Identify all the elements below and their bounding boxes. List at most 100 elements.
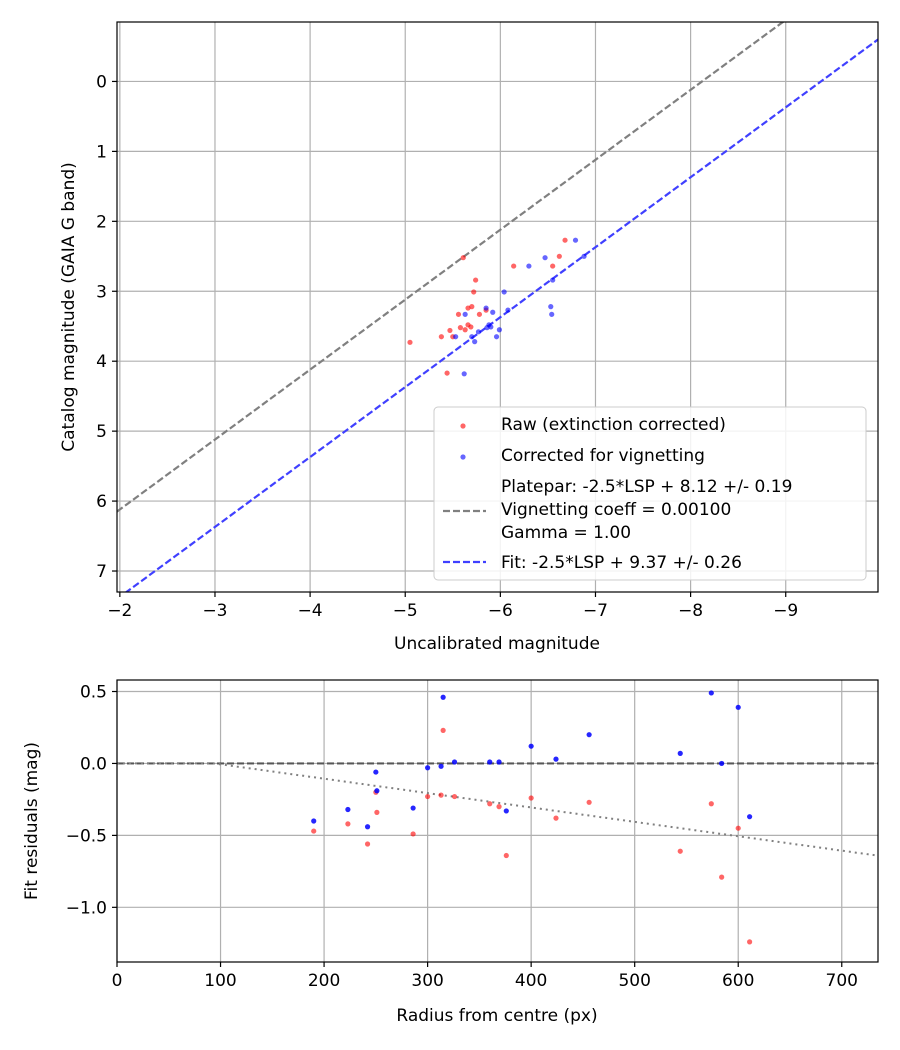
calibration-fit-line-0 [117, 22, 785, 513]
residuals-point-raw [311, 828, 317, 834]
residuals-point-raw [374, 809, 380, 815]
residuals-plot: 0 100 200 300 400 500 600 700 0.5 0.0 −0.5 −1.0 Rad… [22, 679, 879, 1026]
calibration-y-tick-label: 0 [96, 72, 107, 92]
residuals-point-raw [451, 793, 458, 800]
calibration-x-tick-label: −2 [107, 601, 132, 621]
calibration-point-raw [407, 339, 413, 345]
calibration-x-tick-label: −4 [298, 601, 323, 621]
residuals-plot-frame [116, 679, 879, 963]
legend-platepar-label: Platepar: -2.5*LSP + 8.12 +/- 0.19 [501, 477, 792, 497]
calibration-point-corrected [505, 307, 511, 313]
residuals-point-corrected [719, 760, 725, 767]
calibration-point-raw [447, 327, 453, 334]
calibration-point-raw [511, 263, 517, 269]
residuals-point-corrected [496, 759, 502, 765]
calibration-point-corrected [493, 334, 500, 340]
residuals-point-corrected [735, 704, 741, 710]
residuals-point-corrected [425, 765, 431, 771]
residuals-point-raw [496, 804, 502, 810]
calibration-point-corrected [462, 311, 468, 317]
calibration-point-corrected [469, 334, 475, 340]
calibration-point-corrected [488, 324, 494, 330]
legend-gamma-label: Gamma = 1.00 [501, 523, 631, 543]
residuals-point-corrected [487, 759, 493, 765]
residuals-point-corrected [311, 818, 317, 824]
calibration-point-raw [468, 324, 474, 330]
calibration-point-corrected [542, 255, 548, 261]
calibration-point-corrected [549, 311, 555, 317]
residuals-y-tick-label: −1.0 [66, 898, 107, 918]
residuals-point-corrected [747, 814, 753, 820]
calibration-point-raw [455, 311, 462, 317]
legend-vignetting-label: Vignetting coeff = 0.00100 [501, 500, 731, 520]
calibration-x-tick-label: −6 [488, 601, 513, 621]
calibration-point-corrected [475, 329, 482, 335]
residuals-point-corrected [440, 694, 446, 700]
residuals-x-tick-label: 300 [411, 971, 443, 991]
residuals-y-tick-label: 0.0 [80, 754, 107, 774]
residuals-x-tick-label: 600 [722, 971, 754, 991]
residuals-point-raw [438, 792, 444, 798]
calibration-y-label: Catalog magnitude (GAIA G band) [59, 162, 79, 452]
residuals-point-raw [708, 801, 714, 807]
calibration-y-tick-label: 5 [96, 422, 107, 442]
calibration-y-tick-label: 4 [96, 352, 107, 372]
legend-box [433, 406, 867, 581]
residuals-x-tick-label: 700 [826, 971, 858, 991]
residuals-x-tick-label: 0 [112, 971, 123, 991]
legend-corrected-label: Corrected for vignetting [501, 446, 705, 466]
residuals-ticks: 0 100 200 300 400 500 600 700 0.5 0.0 −0.5 −1.0 [66, 683, 858, 991]
calibration-point-raw [462, 327, 468, 333]
residuals-point-corrected [677, 750, 683, 756]
residuals-point-raw [440, 727, 446, 733]
calibration-y-tick-label: 2 [96, 212, 107, 232]
residuals-y-tick-label: −0.5 [66, 826, 107, 846]
residuals-vignetting-curve [117, 762, 878, 857]
legend-fit-label: Fit: -2.5*LSP + 9.37 +/- 0.26 [501, 553, 742, 573]
residuals-point-corrected [345, 806, 351, 813]
calibration-point-raw [444, 370, 450, 376]
residuals-x-tick-label: 100 [204, 971, 236, 991]
calibration-point-corrected [472, 339, 478, 345]
residuals-point-raw [528, 795, 534, 801]
residuals-point-raw [503, 852, 509, 859]
residuals-point-raw [345, 821, 351, 827]
calibration-point-corrected [548, 304, 554, 310]
calibration-point-raw [556, 253, 562, 259]
calibration-plot-frame [116, 21, 879, 593]
residuals-grid [116, 680, 878, 962]
residuals-point-raw [425, 793, 431, 800]
residuals-point-raw [364, 841, 371, 847]
calibration-point-corrected [501, 289, 507, 295]
residuals-x-tick-label: 400 [515, 971, 547, 991]
legend-raw-label: Raw (extinction corrected) [501, 415, 726, 435]
calibration-point-corrected [453, 334, 459, 340]
calibration-point-corrected [490, 309, 496, 315]
calibration-point-raw [438, 334, 444, 340]
residuals-point-raw [487, 801, 493, 807]
residuals-point-raw [747, 939, 753, 945]
calibration-point-raw [460, 255, 466, 261]
calibration-y-tick-label: 6 [96, 492, 107, 512]
legend-raw-marker [460, 423, 466, 429]
calibration-point-raw [469, 304, 475, 310]
calibration-point-corrected [550, 277, 556, 283]
calibration-point-raw [476, 311, 483, 317]
calibration-point-corrected [581, 253, 587, 259]
residuals-x-tick-label: 500 [618, 971, 650, 991]
residuals-point-raw [410, 831, 416, 837]
calibration-point-raw [562, 237, 568, 243]
calibration-x-tick-label: −9 [773, 601, 798, 621]
calibration-point-raw [471, 289, 477, 295]
residuals-point-corrected [503, 808, 509, 814]
calibration-x-tick-label: −8 [678, 601, 703, 621]
calibration-point-corrected [483, 305, 489, 311]
calibration-point-corrected [496, 327, 503, 333]
residuals-point-corrected [553, 756, 559, 762]
calibration-point-raw [473, 277, 479, 283]
residuals-y-label: Fit residuals (mag) [22, 742, 42, 900]
residuals-point-corrected [451, 759, 458, 765]
residuals-point-raw [735, 825, 741, 831]
calibration-x-tick-label: −7 [583, 601, 608, 621]
calibration-x-tick-label: −3 [202, 601, 227, 621]
